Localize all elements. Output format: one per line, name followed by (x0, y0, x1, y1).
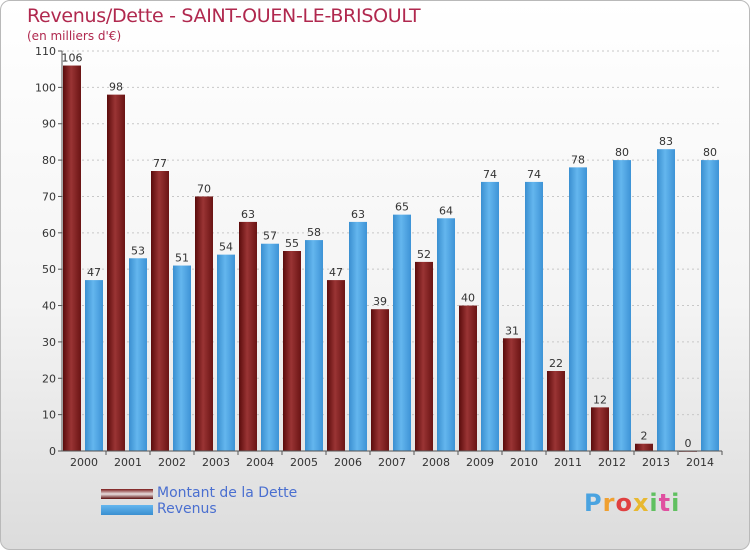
x-tick-label: 2005 (290, 456, 318, 469)
data-label-debt: 106 (62, 52, 83, 65)
bar-debt (283, 251, 301, 451)
x-tick-label: 2008 (422, 456, 450, 469)
bar-debt (547, 371, 565, 451)
proxiti-logo: Proxiti (584, 489, 681, 517)
data-label-debt: 22 (549, 357, 563, 370)
bar-debt (239, 221, 257, 451)
data-label-debt: 63 (241, 208, 255, 221)
bar-debt (635, 443, 653, 451)
data-label-debt: 77 (153, 157, 167, 170)
y-tick-label: 30 (42, 336, 56, 349)
data-label-debt: 98 (109, 81, 123, 94)
x-tick-label: 2006 (334, 456, 362, 469)
data-label-debt: 52 (417, 248, 431, 261)
y-tick-label: 20 (42, 372, 56, 385)
chart-subtitle: (en milliers d'€) (27, 29, 122, 43)
bar-revenue (85, 280, 103, 451)
data-label-debt: 12 (593, 393, 607, 406)
data-label-revenue: 80 (615, 146, 629, 159)
bar-debt (503, 338, 521, 451)
bar-revenue (217, 254, 235, 451)
x-tick-label: 2014 (686, 456, 714, 469)
bar-debt (591, 407, 609, 451)
bar-revenue (261, 243, 279, 451)
data-label-revenue: 64 (439, 204, 453, 217)
data-label-debt: 47 (329, 266, 343, 279)
data-label-debt: 31 (505, 324, 519, 337)
x-tick-label: 2013 (642, 456, 670, 469)
x-tick-label: 2012 (598, 456, 626, 469)
x-tick-label: 2000 (70, 456, 98, 469)
y-tick-label: 110 (35, 45, 56, 58)
y-tick-label: 10 (42, 409, 56, 422)
data-label-debt: 39 (373, 295, 387, 308)
y-tick-label: 50 (42, 263, 56, 276)
legend-swatch-debt (101, 489, 153, 499)
legend-swatch-revenue (101, 505, 153, 515)
data-label-revenue: 53 (131, 244, 145, 257)
x-tick-label: 2003 (202, 456, 230, 469)
bar-revenue (129, 258, 147, 451)
x-tick-label: 2002 (158, 456, 186, 469)
bar-revenue (305, 240, 323, 451)
bar-revenue (437, 218, 455, 451)
data-label-revenue: 78 (571, 153, 585, 166)
x-tick-label: 2009 (466, 456, 494, 469)
data-label-revenue: 65 (395, 201, 409, 214)
data-label-revenue: 58 (307, 226, 321, 239)
data-label-revenue: 83 (659, 135, 673, 148)
y-tick-label: 0 (49, 445, 56, 458)
data-label-revenue: 80 (703, 146, 717, 159)
y-tick-label: 40 (42, 300, 56, 313)
y-tick-label: 70 (42, 190, 56, 203)
y-tick-label: 80 (42, 154, 56, 167)
bar-revenue (393, 214, 411, 451)
x-tick-label: 2011 (554, 456, 582, 469)
data-label-debt: 70 (197, 182, 211, 195)
bar-revenue (525, 181, 543, 451)
bar-debt (371, 309, 389, 451)
y-tick-label: 60 (42, 227, 56, 240)
bar-revenue (173, 265, 191, 451)
bar-debt (195, 196, 213, 451)
data-label-debt: 2 (641, 430, 648, 443)
data-label-revenue: 47 (87, 266, 101, 279)
data-label-debt: 55 (285, 237, 299, 250)
y-tick-label: 90 (42, 118, 56, 131)
data-label-revenue: 74 (527, 168, 541, 181)
legend-label-debt: Montant de la Dette (157, 485, 298, 501)
x-tick-label: 2001 (114, 456, 142, 469)
x-tick-label: 2004 (246, 456, 274, 469)
data-label-revenue: 54 (219, 241, 233, 254)
bar-debt (151, 171, 169, 451)
bar-revenue (569, 167, 587, 451)
bar-debt (63, 65, 81, 451)
data-label-revenue: 57 (263, 230, 277, 243)
bar-debt (415, 261, 433, 451)
data-label-revenue: 63 (351, 208, 365, 221)
bar-revenue (657, 149, 675, 451)
y-tick-label: 100 (35, 81, 56, 94)
data-label-revenue: 74 (483, 168, 497, 181)
bar-debt (107, 94, 125, 452)
bar-revenue (701, 160, 719, 451)
data-label-revenue: 51 (175, 252, 189, 265)
legend-label-revenue: Revenus (157, 501, 217, 517)
x-tick-label: 2007 (378, 456, 406, 469)
bar-debt (327, 280, 345, 451)
data-label-debt: 0 (685, 437, 692, 450)
x-tick-label: 2010 (510, 456, 538, 469)
chart-title: Revenus/Dette - SAINT-OUEN-LE-BRISOULT (27, 5, 421, 27)
bar-revenue (481, 181, 499, 451)
bar-debt (459, 305, 477, 451)
bar-revenue (349, 221, 367, 451)
data-label-debt: 40 (461, 292, 475, 305)
bar-revenue (613, 160, 631, 451)
